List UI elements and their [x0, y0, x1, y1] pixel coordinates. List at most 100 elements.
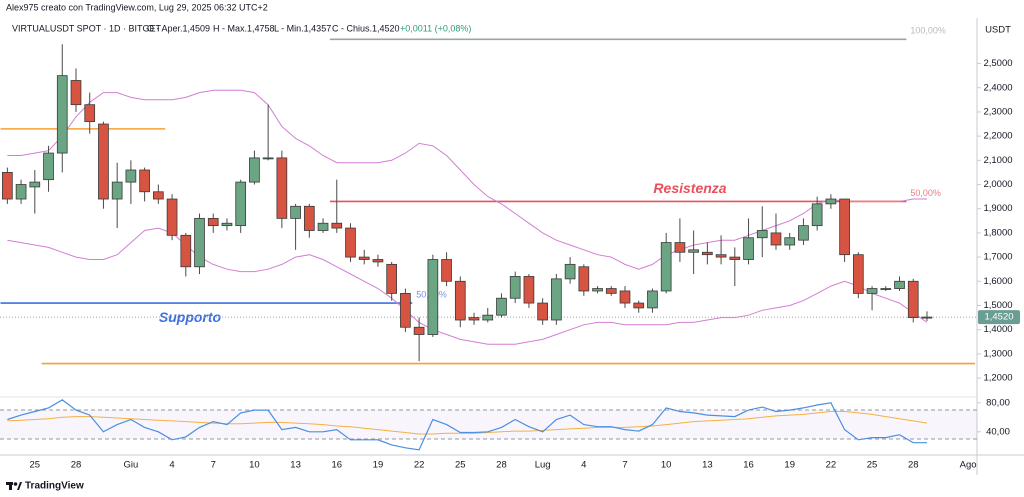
- candle-body: [70, 80, 82, 106]
- candle-body: [413, 326, 425, 335]
- x-tick-label: 19: [373, 460, 384, 471]
- candle-body: [894, 280, 905, 289]
- candle-body: [29, 181, 41, 188]
- candle-body: [84, 104, 96, 123]
- candle-body: [564, 263, 576, 280]
- last-price-label: 1,4520: [984, 312, 1013, 323]
- candle-body: [866, 288, 878, 294]
- x-tick-label: 4: [581, 460, 586, 471]
- y-tick-label: 2,5000: [983, 58, 1012, 69]
- candle-body: [825, 198, 837, 205]
- y-tick-label: 1,4000: [983, 324, 1012, 335]
- logo: [6, 482, 22, 490]
- candle-body: [468, 317, 480, 321]
- candle-body: [880, 288, 892, 290]
- band-line: [7, 227, 928, 345]
- x-tick-label: 10: [249, 460, 260, 471]
- x-tick-label: Lug: [535, 460, 551, 471]
- x-tick-label: 13: [290, 460, 301, 471]
- y-tick-label: 2,4000: [983, 82, 1012, 93]
- logo-mark: [9, 482, 12, 490]
- candle-body: [715, 254, 727, 258]
- x-tick-label: 22: [826, 460, 837, 471]
- logo-mark: [13, 482, 18, 486]
- band-line: [7, 89, 927, 270]
- candle-body: [660, 242, 672, 292]
- ohlc-low: L - Min.1,4357: [274, 23, 331, 33]
- x-tick-label: 16: [743, 460, 754, 471]
- x-tick-label: 28: [496, 460, 507, 471]
- candle-body: [551, 278, 562, 321]
- symbol: VIRTUALUSDT SPOT · 1D · BITGET: [12, 23, 162, 33]
- level-label: 50,00%: [910, 188, 941, 198]
- candle-body: [852, 254, 864, 294]
- y-tick-label: 1,7000: [983, 252, 1012, 263]
- candle-body: [276, 157, 288, 219]
- y-tick-label: 2,3000: [983, 106, 1012, 117]
- candle-body: [702, 251, 713, 256]
- x-tick-label: 19: [784, 460, 795, 471]
- candle-body: [249, 157, 260, 183]
- y-tick-label: 1,6000: [983, 276, 1012, 287]
- x-tick-label: 4: [169, 460, 174, 471]
- candle-body: [784, 237, 796, 246]
- candle-body: [674, 242, 686, 253]
- candle-body: [441, 259, 452, 282]
- x-tick-label: 10: [661, 460, 672, 471]
- x-tick-label: Giu: [123, 460, 138, 471]
- candle-body: [180, 234, 192, 268]
- ohlc-high: H - Max.1,4758: [213, 23, 275, 33]
- candle-body: [139, 169, 150, 193]
- candle-body: [798, 225, 809, 241]
- candle-body: [647, 290, 658, 309]
- candle-body: [509, 276, 521, 299]
- candle-body: [2, 172, 13, 200]
- candle-body: [262, 157, 274, 160]
- rsi-ma-line: [7, 411, 928, 435]
- x-tick-label: 13: [702, 460, 713, 471]
- candle-body: [496, 297, 507, 316]
- x-tick-label: 25: [867, 460, 878, 471]
- candle-body: [111, 181, 123, 200]
- candle-body: [688, 249, 699, 253]
- level-note: Supporto: [159, 309, 222, 325]
- candle-body: [454, 280, 466, 321]
- candle-body: [427, 259, 439, 335]
- candle-body: [523, 276, 535, 304]
- candle-body: [125, 169, 137, 183]
- x-tick-label: 28: [908, 460, 919, 471]
- candle-body: [839, 198, 850, 256]
- y-tick-label: 2,2000: [983, 131, 1012, 142]
- x-tick-label: 7: [622, 460, 627, 471]
- candle-body: [811, 203, 823, 227]
- candle-body: [578, 266, 590, 292]
- candle-body: [98, 123, 109, 200]
- candle-body: [194, 217, 205, 268]
- y-tick-label: 1,8000: [983, 227, 1012, 238]
- x-tick-label: 25: [30, 460, 41, 471]
- candle-body: [235, 181, 247, 227]
- candle-body: [400, 292, 411, 328]
- candle-body: [331, 222, 343, 229]
- rsi-tick-label: 40,00: [986, 426, 1010, 437]
- x-tick-label: 25: [455, 460, 466, 471]
- candle-body: [605, 288, 617, 294]
- candle-body: [482, 314, 494, 321]
- rsi-band: [0, 410, 977, 440]
- candle-body: [56, 75, 68, 154]
- rsi-line: [7, 399, 927, 451]
- candle-body: [345, 227, 356, 258]
- candle-body: [43, 152, 54, 181]
- ohlc-close: C - Chius.1,4520: [332, 23, 400, 33]
- level-note: Resistenza: [653, 180, 726, 196]
- candle-body: [303, 205, 315, 231]
- candle-body: [907, 280, 919, 318]
- candle-body: [921, 316, 933, 319]
- candle-body: [386, 263, 398, 294]
- x-tick-label: 28: [71, 460, 82, 471]
- x-tick-label: 16: [331, 460, 342, 471]
- candle-body: [743, 237, 754, 260]
- unit: USDT: [985, 25, 1011, 36]
- brand: TradingView: [25, 481, 84, 492]
